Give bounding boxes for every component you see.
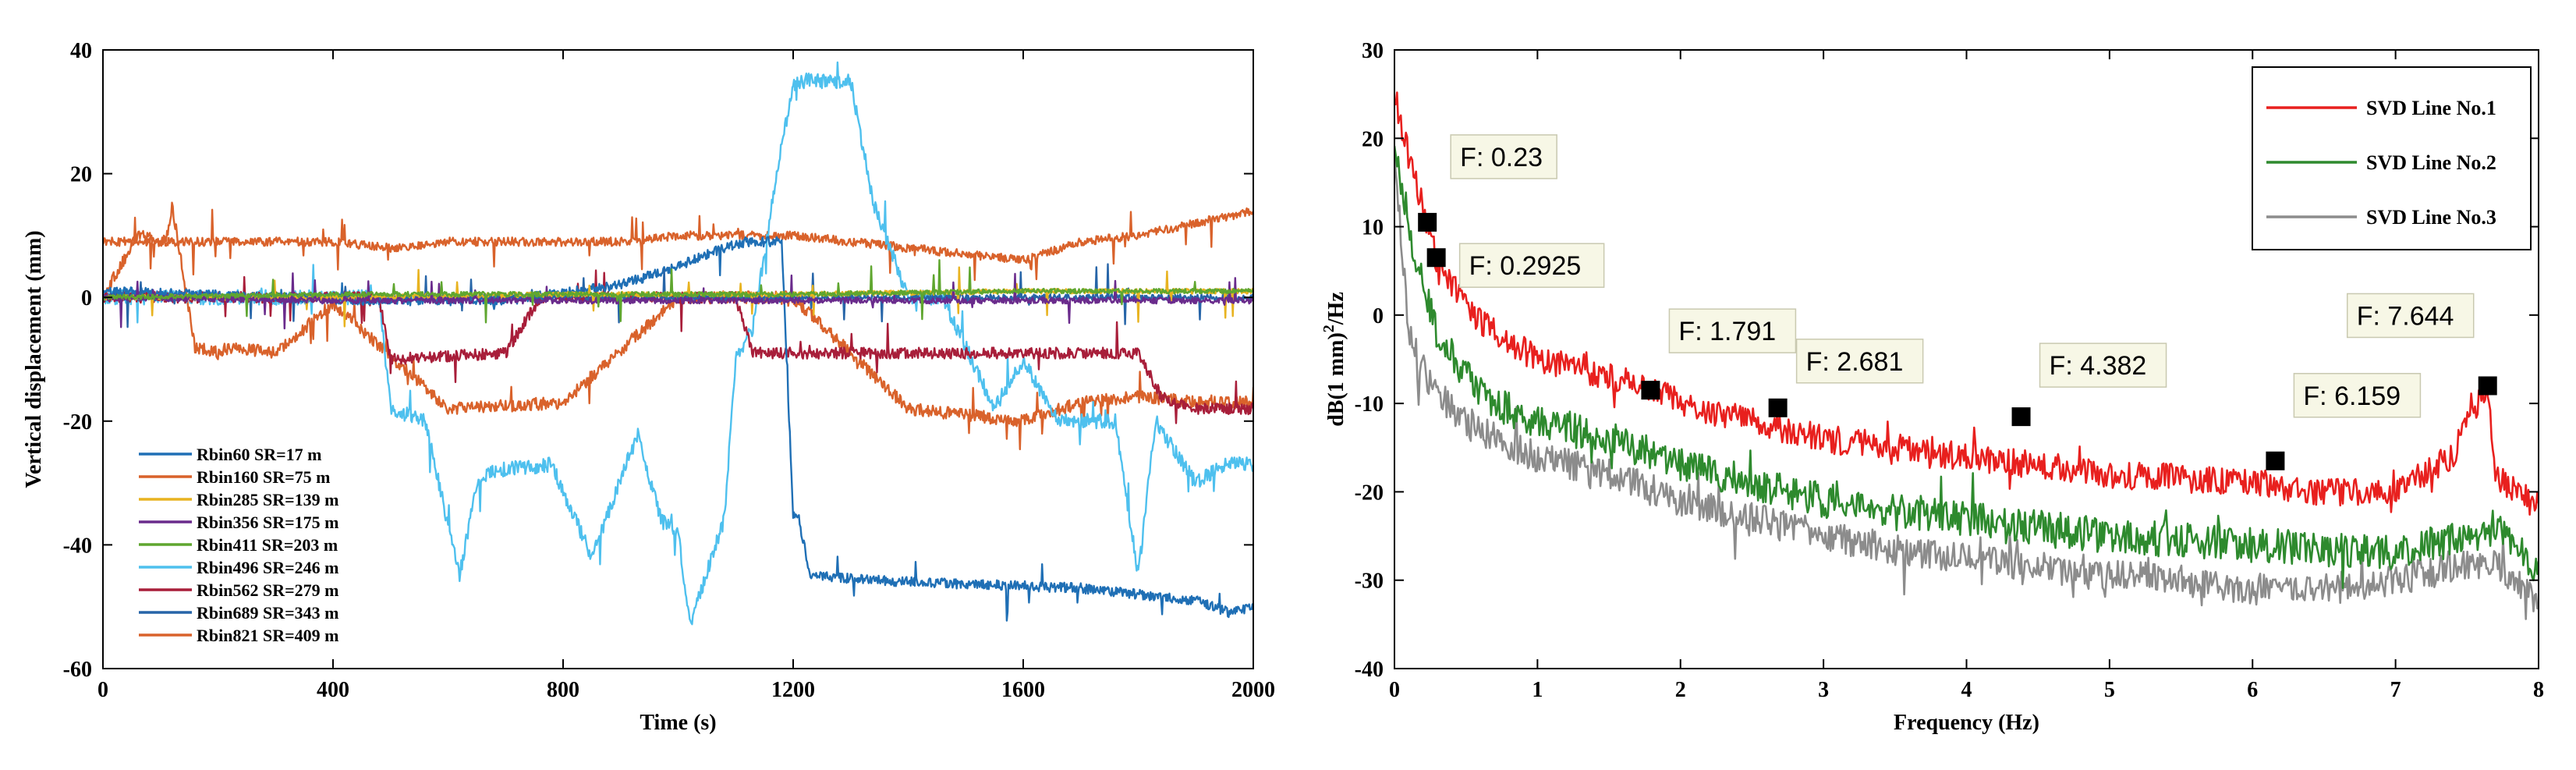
- legend-label: Rbin411 SR=203 m: [197, 535, 338, 555]
- datatip-marker[interactable]: [2266, 451, 2285, 470]
- datatip-marker[interactable]: [1426, 248, 1446, 268]
- left-xtick-label: 1600: [1001, 678, 1045, 702]
- left-y-axis-label: Vertical displacement (mm): [22, 230, 46, 488]
- series-line-rbin411: [103, 259, 1253, 324]
- right-y-axis-label: dB(1 mm)2/Hz: [1320, 292, 1348, 427]
- legend-label: Rbin356 SR=175 m: [197, 513, 338, 532]
- right-xtick-label: 4: [1961, 678, 1972, 702]
- right-xtick-label: 8: [2533, 678, 2544, 702]
- right-ytick-label: 30: [1362, 39, 1384, 63]
- right-xtick-label: 2: [1675, 678, 1686, 702]
- datatip-marker[interactable]: [1641, 381, 1660, 400]
- right-ytick-label: -20: [1355, 481, 1384, 505]
- left-x-axis-label: Time (s): [640, 711, 716, 735]
- datatip-label: F: 0.2925: [1469, 251, 1582, 281]
- datatip-box: [1458, 243, 1605, 288]
- left-xtick-label: 400: [317, 678, 349, 702]
- series-line-rbin821: [103, 207, 1253, 282]
- datatip-label: F: 1.791: [1678, 317, 1776, 346]
- datatip-label: F: 4.382: [2050, 351, 2147, 381]
- datatip-label: F: 2.681: [1806, 347, 1904, 377]
- right-series-group: [1394, 91, 2539, 620]
- datatip-label: F: 6.159: [2303, 381, 2401, 411]
- left-chart: 0 400 800 1200 1600 2000 40 20 0 -20 -40 -60 Time (s…: [22, 39, 1275, 735]
- legend-label: Rbin689 SR=343 m: [197, 603, 338, 623]
- right-ytick-label: -10: [1355, 392, 1384, 417]
- legend-label: Rbin562 SR=279 m: [197, 580, 338, 600]
- right-xtick-label: 1: [1532, 678, 1543, 702]
- datatip-box: [2346, 293, 2475, 339]
- datatip-box: [2039, 342, 2167, 388]
- right-ytick-label: -40: [1355, 658, 1384, 682]
- datatip-label: F: 7.644: [2357, 301, 2454, 331]
- datatip-box: [1795, 339, 1924, 384]
- spectrum-line-3: [1394, 151, 2539, 620]
- legend-label: Rbin496 SR=246 m: [197, 558, 338, 577]
- right-ytick-label: 20: [1362, 127, 1384, 151]
- right-y-axis-label-base: dB(1 mm): [1324, 332, 1348, 427]
- left-ytick-label: 40: [70, 39, 92, 63]
- datatip-marker[interactable]: [1768, 398, 1788, 417]
- left-ytick-label: 0: [81, 286, 92, 310]
- spectrum-line-2: [1394, 145, 2539, 589]
- right-chart: 0 1 2 3 4 5 6 7 8 30 20 10 0 -10 -20 -30 -40 Frequency (H…: [1320, 39, 2544, 735]
- right-xtick-label: 3: [1818, 678, 1829, 702]
- left-ytick-label: -40: [63, 534, 92, 558]
- right-legend: SVD Line No.1 SVD Line No.2 SVD Line No.3: [2252, 66, 2532, 250]
- left-ytick-label: -60: [63, 658, 92, 682]
- left-xtick-label: 0: [97, 678, 108, 702]
- right-y-axis-label-tail: /Hz: [1324, 292, 1348, 325]
- right-x-axis-label: Frequency (Hz): [1894, 711, 2039, 735]
- left-ytick-label: 20: [70, 163, 92, 187]
- left-xtick-label: 1200: [771, 678, 815, 702]
- left-xtick-label: 800: [547, 678, 579, 702]
- left-plot-area: [103, 50, 1253, 669]
- datatip-marker[interactable]: [2478, 376, 2497, 396]
- legend-label: SVD Line No.3: [2366, 206, 2496, 229]
- legend-label: Rbin160 SR=75 m: [197, 467, 330, 487]
- legend-label: SVD Line No.2: [2366, 151, 2496, 174]
- legend-label: Rbin821 SR=409 m: [197, 626, 338, 645]
- datatip-marker[interactable]: [2011, 407, 2031, 427]
- right-xtick-label: 6: [2247, 678, 2258, 702]
- left-axes-frame: [102, 49, 1254, 669]
- left-series-group: [103, 61, 1253, 626]
- datatip-label: F: 0.23: [1460, 143, 1543, 172]
- right-ytick-label: 10: [1362, 216, 1384, 240]
- legend-box: [2252, 66, 2532, 250]
- left-legend: Rbin60 SR=17 m Rbin160 SR=75 m Rbin285 SR=…: [139, 445, 338, 645]
- left-xtick-label: 2000: [1231, 678, 1275, 702]
- datatip-box: [1668, 308, 1797, 353]
- annotations: F: 0.23 F: 0.2925 F: 1.791 F: 2.681 F: 4.382…: [1418, 134, 2497, 470]
- datatip-marker[interactable]: [1418, 212, 1437, 232]
- right-xtick-label: 0: [1389, 678, 1400, 702]
- datatip-box: [2293, 373, 2422, 418]
- right-xtick-label: 7: [2390, 678, 2401, 702]
- right-ytick-label: 0: [1373, 304, 1384, 328]
- legend-label: Rbin285 SR=139 m: [197, 490, 338, 509]
- left-ytick-label: -20: [63, 410, 92, 435]
- legend-label: Rbin60 SR=17 m: [197, 445, 321, 464]
- series-line-rbin356: [103, 272, 1253, 330]
- right-xtick-label: 5: [2104, 678, 2115, 702]
- legend-label: SVD Line No.1: [2366, 97, 2496, 119]
- spectrum-line-1: [1394, 91, 2539, 516]
- right-ytick-label: -30: [1355, 570, 1384, 594]
- datatip-box: [1450, 134, 1557, 179]
- right-y-axis-label-sup: 2: [1320, 325, 1338, 332]
